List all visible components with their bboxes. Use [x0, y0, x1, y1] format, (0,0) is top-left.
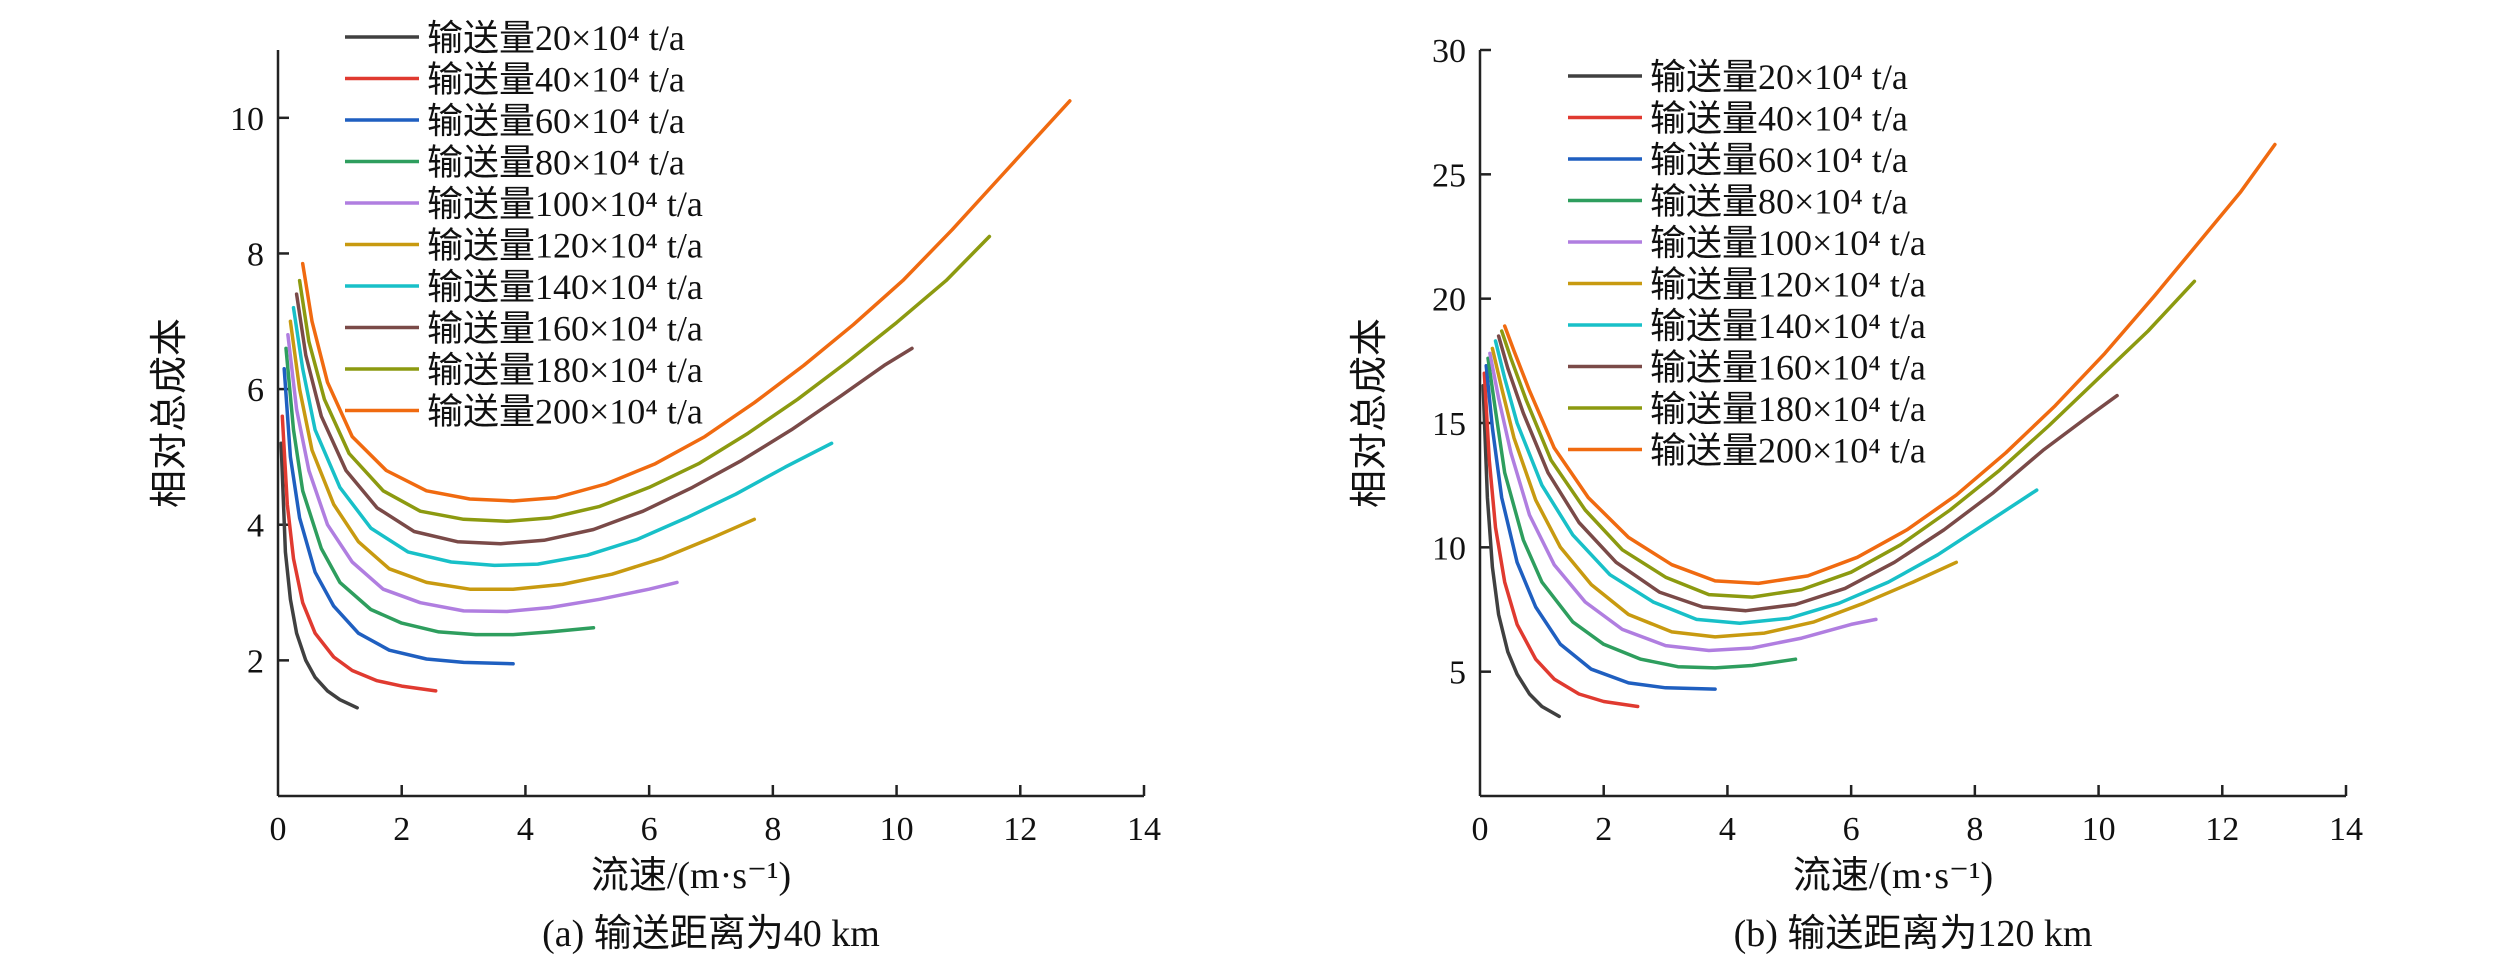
- y-tick-label: 2: [247, 643, 264, 680]
- series-line-1: [280, 414, 438, 693]
- x-tick-label: 14: [2329, 811, 2363, 848]
- legend-label: 输送量100×10⁴ t/a: [427, 184, 703, 224]
- x-tick-label: 0: [1472, 811, 1489, 848]
- series-line-9: [1502, 142, 2277, 586]
- legend-label: 输送量200×10⁴ t/a: [1650, 431, 1926, 471]
- legend-label: 输送量100×10⁴ t/a: [1650, 223, 1926, 263]
- series-line-0: [279, 441, 359, 710]
- panel-caption: (a) 输送距离为40 km: [542, 913, 880, 955]
- legend-label: 输送量20×10⁴ t/a: [1650, 57, 1908, 97]
- legend-label: 输送量60×10⁴ t/a: [427, 101, 685, 141]
- y-tick-label: 20: [1432, 282, 1466, 319]
- series-line-2: [282, 366, 515, 666]
- legend-label: 输送量40×10⁴ t/a: [427, 60, 685, 100]
- legend-label: 输送量180×10⁴ t/a: [1650, 389, 1926, 429]
- series-line-5: [1490, 346, 1959, 639]
- x-tick-label: 8: [764, 811, 781, 848]
- y-tick-label: 25: [1432, 157, 1466, 194]
- series-line-6: [1493, 339, 2039, 625]
- series-line-6: [291, 305, 834, 568]
- x-tick-label: 0: [270, 811, 287, 848]
- y-tick-label: 8: [247, 236, 264, 273]
- y-axis-title: 相对总成本: [1349, 318, 1391, 508]
- legend-label: 输送量80×10⁴ t/a: [427, 143, 685, 183]
- y-tick-label: 10: [1432, 530, 1466, 567]
- x-tick-label: 2: [1595, 811, 1612, 848]
- y-tick-label: 10: [230, 101, 264, 138]
- y-tick-label: 5: [1449, 655, 1466, 692]
- x-axis-title: 流速/(m·s⁻¹): [1793, 855, 1993, 897]
- x-tick-label: 6: [1843, 811, 1860, 848]
- legend-label: 输送量180×10⁴ t/a: [427, 350, 703, 390]
- chart-panel-1: 0 2 4 6 8 10 12 14 5 10 15 20 25 30 输送量20×10⁴ t/a输送量40…: [1349, 33, 2363, 955]
- series-line-1: [1482, 371, 1640, 709]
- legend-label: 输送量80×10⁴ t/a: [1650, 182, 1908, 222]
- legend-label: 输送量20×10⁴ t/a: [427, 18, 685, 58]
- series-line-4: [1488, 351, 1878, 653]
- y-tick-label: 6: [247, 372, 264, 409]
- x-tick-label: 2: [393, 811, 410, 848]
- series-line-8: [297, 234, 992, 524]
- series-line-2: [1484, 364, 1717, 691]
- y-tick-label: 15: [1432, 406, 1466, 443]
- legend-label: 输送量60×10⁴ t/a: [1650, 140, 1908, 180]
- series-line-0: [1481, 383, 1561, 719]
- x-tick-label: 14: [1127, 811, 1161, 848]
- legend-label: 输送量40×10⁴ t/a: [1650, 99, 1908, 139]
- y-axis-title: 相对总成本: [149, 318, 191, 508]
- series-line-3: [284, 346, 596, 637]
- x-tick-label: 4: [1719, 811, 1736, 848]
- legend-label: 输送量140×10⁴ t/a: [427, 267, 703, 307]
- x-tick-label: 8: [1966, 811, 1983, 848]
- series-line-9: [300, 99, 1072, 503]
- y-tick-label: 4: [247, 508, 264, 545]
- legend-label: 输送量120×10⁴ t/a: [1650, 265, 1926, 305]
- legend-label: 输送量160×10⁴ t/a: [427, 309, 703, 349]
- series-line-5: [288, 319, 757, 591]
- legend-label: 输送量120×10⁴ t/a: [427, 226, 703, 266]
- x-tick-label: 6: [641, 811, 658, 848]
- x-tick-label: 4: [517, 811, 534, 848]
- legend-label: 输送量140×10⁴ t/a: [1650, 306, 1926, 346]
- x-tick-label: 10: [2082, 811, 2116, 848]
- legend-label: 输送量200×10⁴ t/a: [427, 392, 703, 432]
- x-axis-title: 流速/(m·s⁻¹): [591, 855, 791, 897]
- series-line-8: [1499, 279, 2197, 599]
- x-tick-label: 12: [2205, 811, 2239, 848]
- series-line-4: [286, 333, 679, 614]
- x-tick-label: 10: [880, 811, 914, 848]
- series-line-7: [1496, 334, 2119, 613]
- panel-caption: (b) 输送距离为120 km: [1734, 913, 2093, 955]
- x-tick-label: 12: [1003, 811, 1037, 848]
- y-tick-label: 30: [1432, 33, 1466, 70]
- chart-panel-0: 0 2 4 6 8 10 12 14 2 4 6 8 10 输送量20×10⁴ t/a输送量40×10⁴ …: [149, 18, 1161, 955]
- legend-label: 输送量160×10⁴ t/a: [1650, 348, 1926, 388]
- series-line-3: [1486, 356, 1798, 670]
- series-line-7: [294, 292, 914, 546]
